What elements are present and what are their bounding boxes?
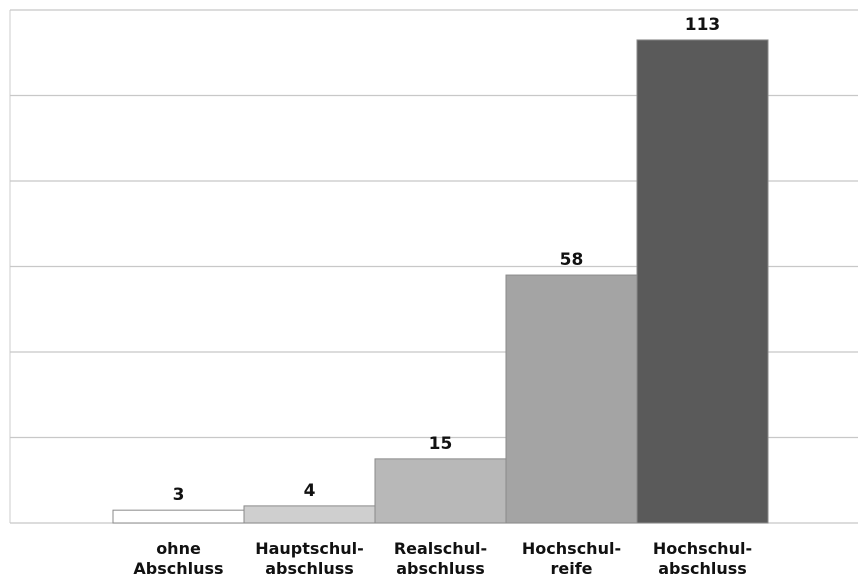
x-tick-label: Realschul- abschluss: [393, 539, 488, 578]
data-label: 58: [560, 250, 584, 270]
data-label: 15: [429, 434, 453, 454]
bar: [505, 274, 638, 524]
data-label: 3: [173, 485, 185, 505]
x-tick-label: Hochschul- reife: [521, 539, 622, 578]
data-label: 4: [304, 481, 316, 501]
x-tick-label: ohne Abschluss: [133, 539, 224, 578]
x-tick-label: Hochschul- abschluss: [652, 539, 753, 578]
bar: [374, 458, 507, 524]
bar: [636, 39, 769, 524]
x-tick-label: Hauptschul- abschluss: [255, 539, 364, 578]
bar: [243, 505, 376, 524]
data-label: 113: [685, 15, 721, 35]
bar: [112, 509, 245, 524]
